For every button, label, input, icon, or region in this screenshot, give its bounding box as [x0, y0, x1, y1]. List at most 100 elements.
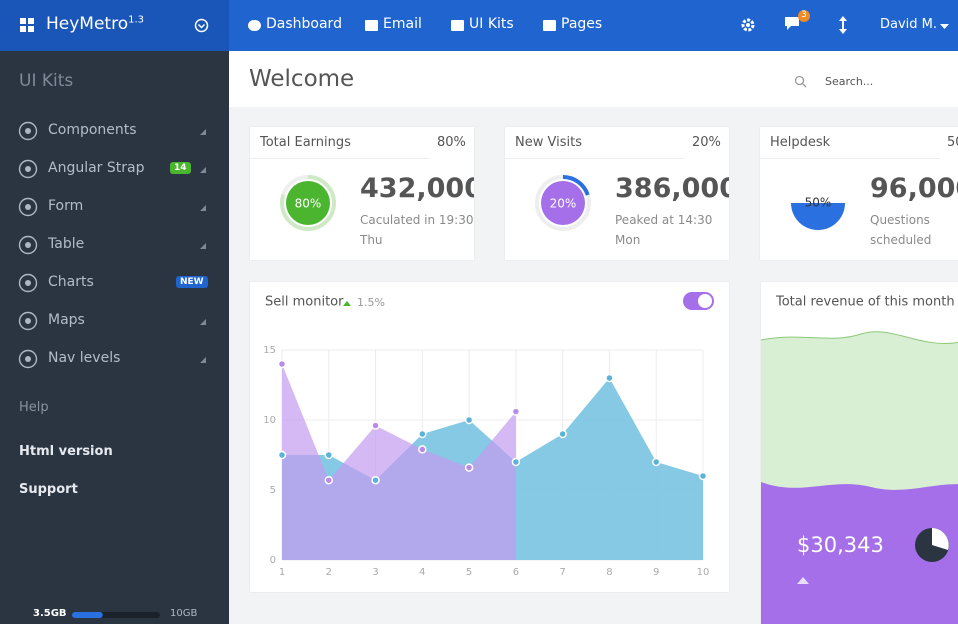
revenue-wave-purple — [761, 482, 958, 624]
menu-caret[interactable] — [200, 319, 207, 326]
pie-slice — [791, 203, 845, 230]
ring-label: 80% — [295, 197, 322, 211]
menu-icon — [18, 235, 38, 255]
revenue-arrow — [797, 577, 809, 584]
stat-title: New Visits — [515, 135, 582, 150]
y-tick-label: 0 — [270, 555, 276, 566]
point — [511, 407, 521, 416]
point — [464, 415, 474, 425]
nav-item[interactable]: Pages — [561, 16, 603, 32]
collapse-button[interactable] — [194, 18, 209, 33]
stat-note: scheduled — [870, 233, 932, 247]
menu-icon — [18, 197, 38, 217]
stat-title: Total Earnings — [260, 135, 351, 150]
menu-caret[interactable] — [200, 243, 207, 250]
sidebar-link[interactable]: Help — [19, 400, 49, 415]
brand-icon — [20, 18, 34, 32]
menu-item[interactable]: Maps — [48, 312, 85, 328]
sidebar-link[interactable]: Support — [19, 482, 78, 497]
nav-icon-shape — [365, 20, 378, 31]
chart: Sell monitor 1.5% 0 5 10 15 1 2 3 4 5 6 7 8 9 10 — [263, 292, 714, 578]
nav-icon[interactable] — [450, 18, 465, 33]
point — [698, 471, 708, 481]
x-tick-label: 2 — [326, 567, 332, 578]
storage-fill — [72, 612, 103, 618]
sidebar-link[interactable]: Html version — [19, 444, 113, 459]
stat-card: Total Earnings 80% 80% 432,000 Caculated in … — [250, 127, 474, 260]
nav-icon[interactable] — [364, 18, 379, 33]
menu-caret-shape — [200, 205, 206, 211]
menu-icon — [18, 349, 38, 369]
storage-bar — [72, 612, 160, 618]
revenue-value: $30,343 — [797, 533, 884, 557]
x-tick-label: 4 — [419, 567, 425, 578]
brand-bar: HeyMetro1.3 — [0, 0, 229, 51]
menu-icon — [18, 273, 38, 293]
menu-item[interactable]: Nav levels — [48, 350, 121, 366]
menu-caret[interactable] — [200, 129, 207, 136]
stat-note: Peaked at 14:30 — [615, 213, 713, 227]
menu-caret[interactable] — [200, 205, 207, 212]
x-tick-label: 5 — [466, 567, 472, 578]
stat-divider — [250, 158, 430, 159]
nav-icon-shape — [248, 20, 261, 31]
nav-icon[interactable] — [247, 18, 262, 33]
menu-icon-ring — [18, 159, 38, 179]
point — [324, 450, 334, 460]
toggle-knob[interactable] — [698, 294, 712, 308]
menu-caret-shape — [200, 319, 206, 325]
point — [324, 475, 334, 485]
user-caret[interactable] — [940, 24, 950, 30]
stat-card: New Visits 20% 20% 386,000 Peaked at 14:30 Mo… — [505, 127, 729, 260]
resize-icon[interactable] — [838, 16, 848, 34]
nav-item[interactable]: Dashboard — [266, 16, 342, 32]
settings-icon[interactable] — [740, 17, 756, 33]
menu-item[interactable]: Form — [48, 198, 84, 214]
point — [418, 445, 427, 454]
stat-graphic: 80% — [280, 175, 336, 231]
menu-item[interactable]: Charts — [48, 274, 94, 290]
menu-icon-ring — [18, 311, 38, 331]
brand-text[interactable]: HeyMetro — [46, 14, 129, 34]
menu-item[interactable]: Angular Strap — [48, 160, 145, 176]
revenue-wave-green — [761, 331, 958, 502]
nav-item[interactable]: UI Kits — [469, 16, 514, 32]
menu-icon-ring — [18, 349, 38, 369]
menu-icon-dot — [25, 166, 31, 172]
stat-value: 432,000 — [360, 173, 474, 204]
menu-item[interactable]: Components — [48, 122, 137, 138]
menu-icon — [18, 121, 38, 141]
menu-icon — [18, 311, 38, 331]
user-name[interactable]: David M. — [880, 17, 938, 32]
stat-percent: 80% — [437, 135, 466, 150]
point — [277, 450, 287, 460]
ring-core — [541, 181, 585, 225]
menu-item[interactable]: Table — [48, 236, 85, 252]
sidebar: UI Kits Components Angular Strap 14 Form Tab… — [0, 51, 229, 624]
menu-caret[interactable] — [200, 167, 207, 174]
revenue-pie-slice — [932, 528, 949, 550]
stat-divider — [505, 158, 685, 159]
chart-change: 1.5% — [357, 296, 385, 309]
page-header: Welcome Search... — [229, 51, 958, 107]
x-tick-label: 9 — [653, 567, 659, 578]
ring-label: 20% — [550, 197, 577, 211]
search-icon[interactable] — [794, 75, 808, 89]
menu-icon-dot — [25, 356, 31, 362]
chat-icon[interactable] — [783, 8, 813, 34]
stat-divider — [760, 158, 940, 159]
brand-name[interactable]: HeyMetro1.3 — [46, 14, 144, 34]
search-input[interactable]: Search... — [825, 75, 874, 88]
nav-icon[interactable] — [542, 18, 557, 33]
menu-icon-ring — [18, 197, 38, 217]
top-nav: 3 David M. Dashboard Email UI Kits Pages — [229, 0, 958, 51]
notification-badge: 3 — [801, 10, 807, 20]
nav-item[interactable]: Email — [383, 16, 422, 32]
menu-icon-ring — [18, 273, 38, 293]
menu-caret[interactable] — [200, 357, 207, 364]
nav-icon-shape — [451, 20, 464, 31]
stat-title: Helpdesk — [770, 135, 831, 150]
sell-monitor-card: Sell monitor 1.5% 0 5 10 15 1 2 3 4 5 6 7 8 9 10 — [250, 282, 729, 592]
x-tick-label: 1 — [279, 567, 285, 578]
up-arrow — [343, 301, 351, 306]
